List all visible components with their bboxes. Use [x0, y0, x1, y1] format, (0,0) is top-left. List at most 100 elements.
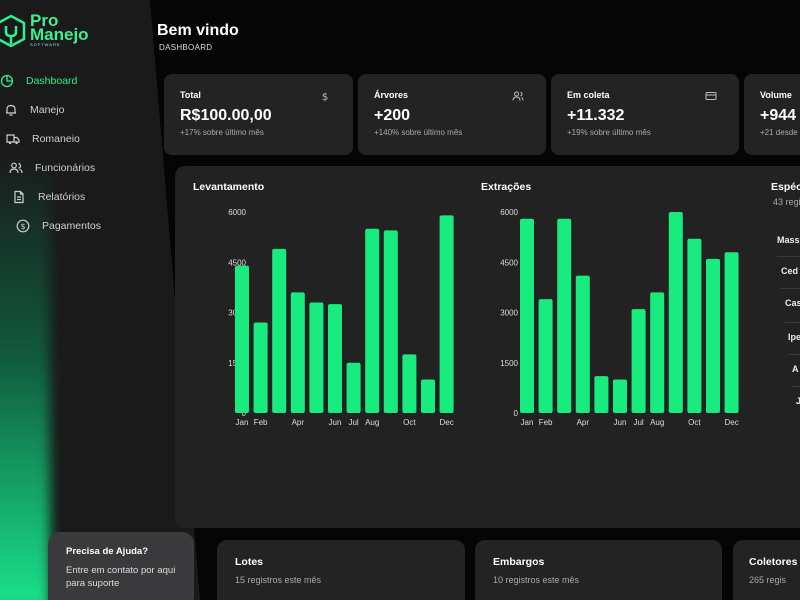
bar-sep[interactable]: [383, 230, 398, 413]
stat-value: +944: [760, 107, 797, 124]
help-card[interactable]: Precisa de Ajuda? Entre em contato por a…: [48, 532, 194, 600]
bar-sep[interactable]: [668, 212, 683, 413]
truck-icon: [6, 133, 20, 144]
x-tick-label: Dec: [439, 418, 453, 427]
divider: [788, 354, 800, 355]
sidebar-item-relatorios[interactable]: Relatórios: [0, 182, 101, 211]
divider: [781, 288, 800, 289]
card-title: Embargos: [493, 556, 545, 568]
brand-name: Pro Manejo SOFTWARE: [30, 12, 89, 48]
bar-dec[interactable]: [724, 252, 739, 413]
x-tick-label: Jun: [614, 418, 627, 427]
chart-card-extracoes: Extrações 0 1500 3000 4500 6000 Jan Feb Apr Jun J…: [463, 166, 783, 528]
bar-feb[interactable]: [538, 299, 553, 413]
sidebar-item-label: Relatórios: [38, 190, 86, 203]
sidebar-item-funcionarios[interactable]: Funcionários: [0, 153, 101, 182]
breadcrumb: DASHBOARD: [159, 43, 213, 52]
sidebar-item-pagamentos[interactable]: $ Pagamentos: [0, 211, 101, 240]
stat-sub: +140% sobre último mês: [374, 128, 463, 137]
card-sub: 10 registros este mês: [493, 575, 580, 585]
bar-jul[interactable]: [346, 362, 361, 413]
card-sub: 265 regis: [749, 575, 787, 585]
bar-oct[interactable]: [402, 354, 417, 413]
pie-chart-icon: [0, 74, 14, 87]
species-sub: 43 regis: [773, 197, 800, 207]
x-tick-label: Jun: [329, 418, 342, 427]
bar-jun[interactable]: [328, 304, 342, 413]
bar-apr[interactable]: [290, 292, 305, 413]
bar-dec[interactable]: [439, 215, 454, 413]
help-text: Entre em contato por aqui para suporte: [66, 565, 176, 589]
bar-nov[interactable]: [421, 379, 435, 414]
species-item[interactable]: A: [792, 364, 799, 374]
svg-text:$: $: [20, 222, 25, 231]
stat-sub: +17% sobre último mês: [180, 128, 264, 137]
stat-label: Em coleta: [567, 90, 610, 100]
x-tick-label: Oct: [403, 418, 416, 427]
svg-text:$: $: [322, 92, 328, 102]
sidebar-glow: [0, 150, 50, 600]
dollar-circle-icon: $: [16, 219, 30, 232]
sidebar-item-label: Dashboard: [26, 74, 78, 87]
stat-label: Volume: [760, 90, 792, 100]
stat-card-total[interactable]: Total R$100.00,00 +17% sobre último mês …: [164, 74, 353, 155]
bar-oct[interactable]: [687, 238, 702, 413]
y-tick-label: 6000: [228, 208, 246, 217]
stat-card-arvores[interactable]: Árvores +200 +140% sobre último mês: [358, 74, 546, 155]
y-tick-label: 3000: [500, 309, 518, 318]
bar-may[interactable]: [594, 376, 609, 413]
species-item[interactable]: J: [796, 396, 800, 406]
card-coletores[interactable]: Coletores 265 regis: [733, 540, 800, 600]
species-item[interactable]: Ipe: [788, 332, 800, 342]
sidebar-item-label: Manejo: [30, 103, 65, 116]
bar-nov[interactable]: [706, 258, 720, 413]
bar-jul[interactable]: [631, 309, 646, 413]
bar-apr[interactable]: [575, 275, 590, 413]
stat-sub: +19% sobre último mês: [567, 128, 651, 137]
sidebar-item-manejo[interactable]: Manejo: [0, 95, 101, 124]
bar-chart-extracoes: 0 1500 3000 4500 6000 Jan Feb Apr Jun Jul Aug Oct De…: [500, 208, 739, 427]
brand-tagline: SOFTWARE: [30, 42, 61, 47]
y-tick-label: 4500: [500, 258, 518, 267]
bar-jun[interactable]: [613, 379, 627, 414]
x-tick-label: Feb: [254, 418, 268, 427]
stat-sub: +21 desde: [760, 128, 798, 137]
bell-icon: [6, 104, 16, 116]
y-tick-label: 0: [514, 409, 519, 418]
stat-label: Árvores: [374, 90, 409, 100]
bar-aug[interactable]: [650, 292, 665, 413]
file-icon: [14, 190, 24, 203]
bar-feb[interactable]: [253, 322, 268, 413]
sidebar-nav: Dashboard Manejo Romaneio Funcionários: [0, 66, 101, 240]
dollar-icon: $: [322, 92, 328, 102]
stat-card-volume[interactable]: Volume +944 +21 desde: [744, 74, 800, 155]
species-title: Espéc: [771, 181, 800, 193]
bar-mar[interactable]: [557, 218, 572, 413]
sidebar-item-label: Romaneio: [32, 132, 80, 145]
bar-jan[interactable]: [235, 265, 249, 413]
card-title: Lotes: [235, 556, 264, 568]
card-lotes[interactable]: Lotes 15 registros este mês: [217, 540, 465, 600]
bar-mar[interactable]: [272, 248, 287, 413]
bar-may[interactable]: [309, 302, 324, 413]
x-tick-label: Aug: [650, 418, 664, 427]
chart-title: Levantamento: [193, 181, 265, 193]
sidebar-item-romaneio[interactable]: Romaneio: [0, 124, 101, 153]
sidebar-item-dashboard[interactable]: Dashboard: [0, 66, 101, 95]
species-item[interactable]: Ced: [781, 266, 799, 276]
divider: [785, 322, 800, 323]
divider: [792, 386, 800, 387]
divider: [777, 256, 800, 257]
species-item[interactable]: Mass: [777, 235, 800, 245]
x-tick-label: Feb: [539, 418, 553, 427]
x-tick-label: Apr: [292, 418, 305, 427]
sidebar-item-label: Funcionários: [35, 161, 96, 174]
bar-jan[interactable]: [520, 218, 534, 413]
bar-aug[interactable]: [365, 228, 380, 413]
species-item[interactable]: Cas: [785, 298, 800, 308]
stat-value: +200: [374, 107, 411, 124]
species-card: Espéc 43 regis Mass Ced Cas Ipe A J: [755, 166, 800, 528]
stat-card-em-coleta[interactable]: Em coleta +11.332 +19% sobre último mês: [551, 74, 739, 155]
brand-logo[interactable]: Pro Manejo SOFTWARE: [0, 12, 89, 48]
card-embargos[interactable]: Embargos 10 registros este mês: [475, 540, 722, 600]
